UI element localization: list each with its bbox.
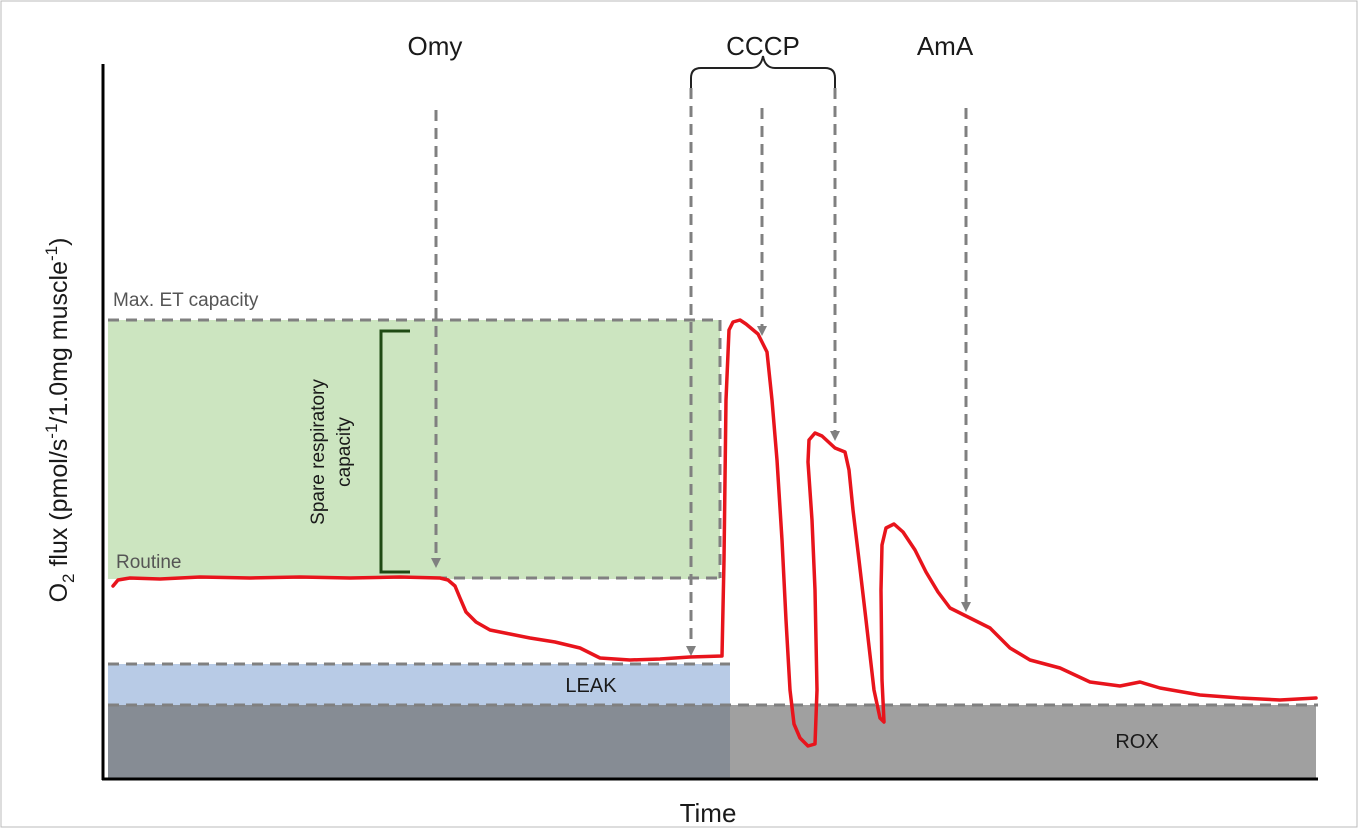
cccp-brace	[690, 55, 836, 88]
leak-label: LEAK	[565, 675, 617, 697]
spare-capacity-region	[108, 320, 720, 579]
o2-flux-trace	[111, 318, 1318, 748]
rox-region-right	[730, 705, 1316, 778]
routine-label: Routine	[116, 552, 182, 573]
spare-capacity-label: Spare respiratory capacity	[308, 379, 355, 525]
omy-label: Omy	[408, 31, 463, 61]
spare-capacity-label-line2: capacity	[334, 417, 355, 487]
spare-capacity-bracket	[379, 329, 410, 574]
y-axis-label: O2 flux (pmol/s-1/1.0mg muscle-1)	[42, 238, 78, 603]
leak-region	[108, 664, 730, 705]
ama-label: AmA	[917, 31, 974, 61]
cccp-label: CCCP	[726, 31, 800, 61]
max-et-capacity-label: Max. ET capacity	[113, 290, 259, 311]
x-axis-label: Time	[680, 798, 737, 828]
spare-capacity-label-line1: Spare respiratory	[308, 379, 329, 525]
rox-label: ROX	[1115, 731, 1158, 753]
rox-region-left	[108, 705, 730, 778]
